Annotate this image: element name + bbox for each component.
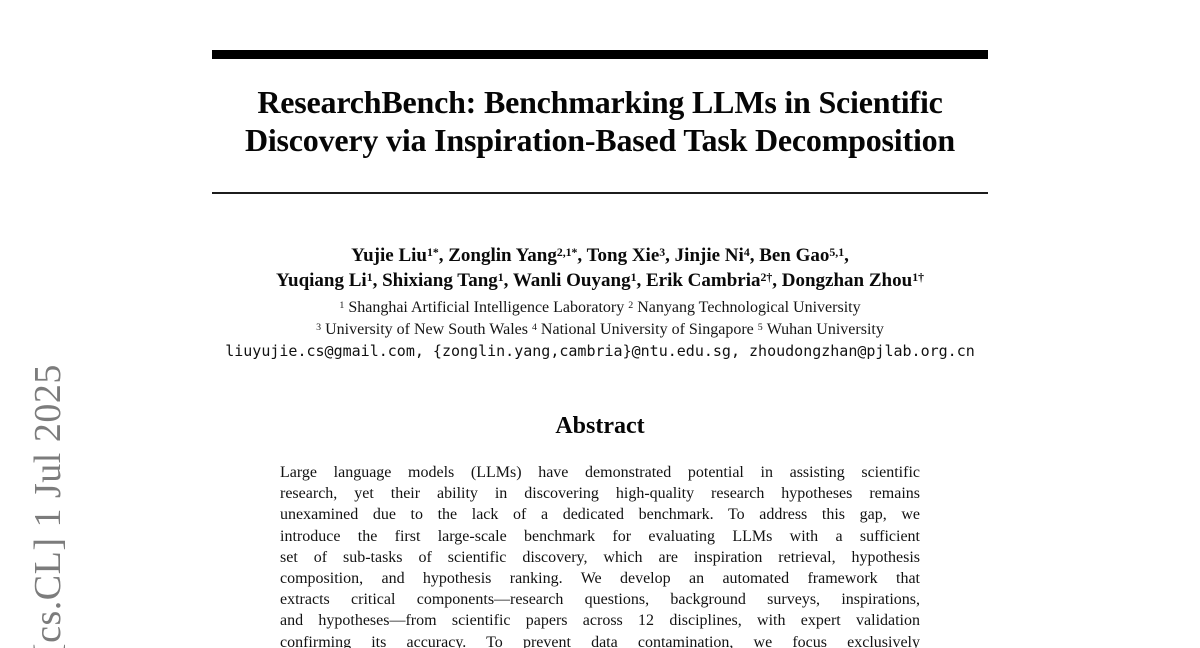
abstract-line: extracts critical components—research qu… <box>280 591 920 609</box>
author-name: Shixiang Tang <box>382 270 498 291</box>
abstract-line: composition, and hypothesis ranking. We … <box>280 570 920 588</box>
title-rule-top <box>212 50 988 59</box>
paper-title-line-2: Discovery via Inspiration-Based Task Dec… <box>244 122 956 158</box>
superscript-marker: 2 <box>628 299 634 311</box>
arxiv-category-date-stamp: [cs.CL] 1 Jul 2025 <box>27 364 69 648</box>
author-name: Ben Gao <box>759 245 830 266</box>
abstract-line: confirming its accuracy. To prevent data… <box>280 633 920 648</box>
author-name: Wanli Ouyang <box>512 270 631 291</box>
superscript-marker: 1 <box>497 271 504 285</box>
abstract-line: research, yet their ability in discoveri… <box>280 485 920 503</box>
superscript-marker: 1 <box>366 271 373 285</box>
author-name: Jinjie Ni <box>674 245 744 266</box>
affiliation-line-1: 1 Shanghai Artificial Intelligence Labor… <box>339 299 861 316</box>
superscript-marker: 4 <box>743 246 750 260</box>
superscript-marker: 1† <box>912 271 924 285</box>
abstract-line: Large language models (LLMs) have demons… <box>280 464 920 481</box>
superscript-marker: 4 <box>531 321 537 333</box>
superscript-marker: 5 <box>757 321 763 333</box>
author-line-1: Yujie Liu1*, Zonglin Yang2,1*, Tong Xie3… <box>351 245 849 266</box>
abstract-line: and hypotheses—from scientific papers ac… <box>280 612 920 630</box>
superscript-marker: 1 <box>630 271 637 285</box>
superscript-marker: 2† <box>760 271 773 285</box>
abstract-heading: Abstract <box>555 413 645 439</box>
author-name: Tong Xie <box>586 245 660 266</box>
affiliation-line-2: 3 University of New South Wales 4 Nation… <box>316 321 884 338</box>
author-name: Zonglin Yang <box>448 245 557 266</box>
abstract-line: set of sub-tasks of scientific discovery… <box>280 548 920 566</box>
superscript-marker: 3 <box>659 246 666 260</box>
paper-title: ResearchBench: Benchmarking LLMs in Scie… <box>150 83 1050 159</box>
superscript-marker: 3 <box>316 321 322 333</box>
superscript-marker: 2,1* <box>556 246 578 260</box>
author-name: Yuqiang Li <box>276 270 367 291</box>
author-name: Erik Cambria <box>645 270 761 291</box>
author-name: Yujie Liu <box>351 245 427 266</box>
title-rule-bottom <box>212 192 988 194</box>
superscript-marker: 5,1 <box>829 246 845 260</box>
author-emails: liuyujie.cs@gmail.com, {zonglin.yang,cam… <box>225 342 975 360</box>
author-name: Dongzhan Zhou <box>781 270 913 291</box>
superscript-marker: 1* <box>426 246 439 260</box>
paper-title-line-1: ResearchBench: Benchmarking LLMs in Scie… <box>257 84 943 120</box>
author-line-2: Yuqiang Li1, Shixiang Tang1, Wanli Ouyan… <box>276 270 924 291</box>
abstract-line: introduce the first large-scale benchmar… <box>280 527 920 545</box>
abstract-text: Large language models (LLMs) have demons… <box>280 462 920 648</box>
superscript-marker: 1 <box>339 299 345 311</box>
abstract-line: unexamined due to the lack of a dedicate… <box>280 506 920 524</box>
